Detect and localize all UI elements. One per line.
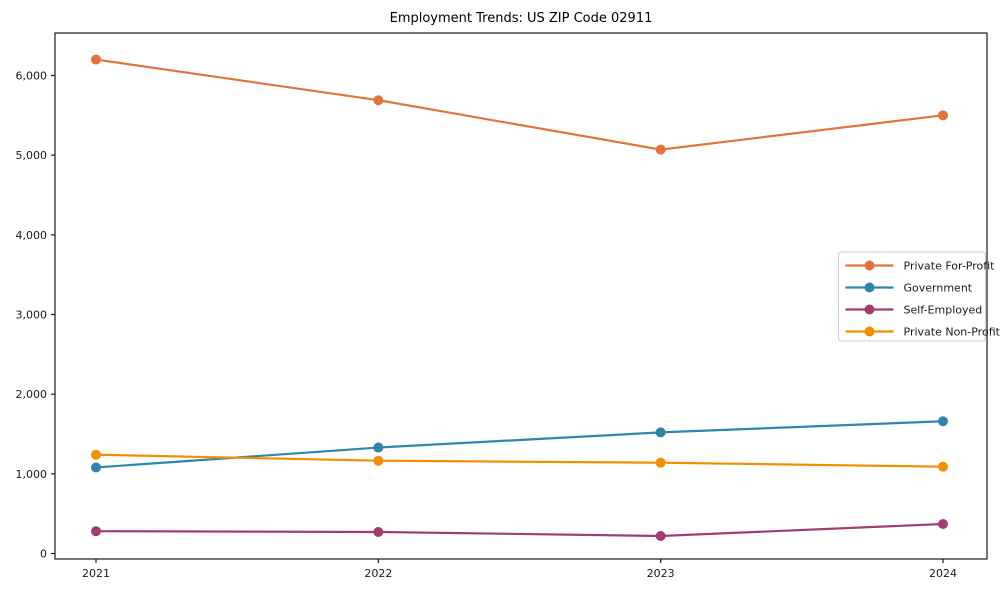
data-point	[373, 526, 384, 537]
data-point	[938, 416, 948, 427]
data-point	[91, 462, 101, 473]
data-point	[655, 530, 666, 541]
legend-box	[838, 251, 986, 342]
data-point	[373, 95, 384, 106]
plot-border	[54, 32, 988, 560]
y-tick-label: 6,000	[16, 70, 48, 83]
legend-marker	[864, 282, 875, 293]
series-line-0	[95, 58, 944, 151]
legend-marker	[864, 260, 875, 271]
legend-label: Private Non-Profit	[904, 326, 1000, 339]
y-tick-label: 3,000	[16, 309, 48, 322]
chart-title: Employment Trends: US ZIP Code 02911	[390, 11, 653, 26]
data-point	[938, 519, 948, 530]
data-point	[373, 442, 384, 453]
y-tick-label: 1,000	[16, 468, 48, 481]
legend-marker	[864, 326, 875, 337]
data-point	[91, 449, 101, 460]
data-point	[655, 144, 666, 155]
y-tick-label: 5,000	[16, 149, 48, 162]
data-point	[938, 110, 948, 121]
series-line-2	[95, 522, 944, 538]
legend-label: Government	[904, 282, 973, 295]
data-point	[655, 457, 666, 468]
x-tick-label: 2024	[929, 567, 957, 580]
series-line-3	[95, 453, 944, 468]
data-point	[91, 54, 101, 65]
x-tick-label: 2021	[82, 567, 110, 580]
y-tick-label: 2,000	[16, 388, 48, 401]
y-tick-label: 0	[40, 548, 47, 561]
x-tick-label: 2023	[647, 567, 675, 580]
legend-label: Self-Employed	[904, 304, 983, 317]
data-point	[373, 455, 384, 466]
legend-label: Private For-Profit	[904, 260, 996, 273]
series-line-1	[95, 420, 944, 469]
data-point	[938, 461, 948, 472]
data-point	[655, 427, 666, 438]
legend-marker	[864, 304, 875, 315]
y-tick-label: 4,000	[16, 229, 48, 242]
x-tick-label: 2022	[364, 567, 392, 580]
data-point	[91, 526, 101, 537]
